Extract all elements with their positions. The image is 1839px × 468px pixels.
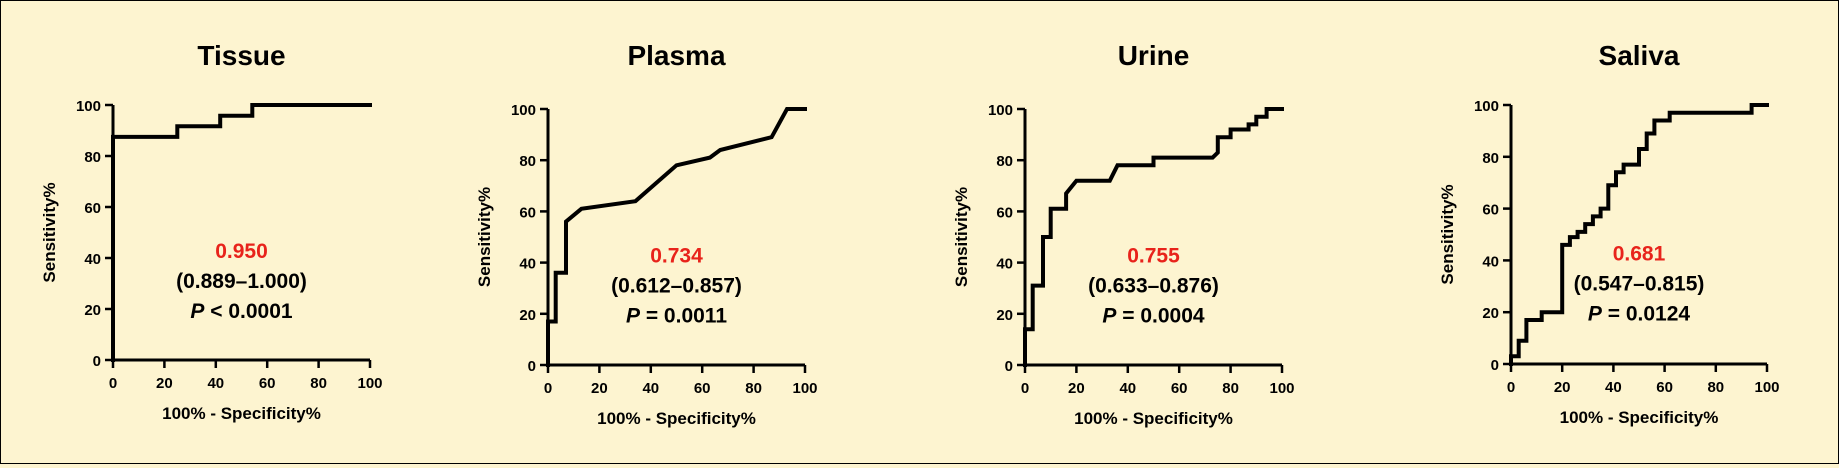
x-tick-label: 80 <box>745 380 762 397</box>
x-tick-label: 80 <box>310 375 327 392</box>
roc-panel-4: Saliva 0 20 40 60 80 100 0 20 40 60 80 100 100% - Spe… <box>1438 40 1780 427</box>
x-tick-label: 20 <box>1554 379 1571 396</box>
y-tick-label: 60 <box>1482 202 1499 219</box>
y-tick-label: 100 <box>76 98 101 115</box>
x-tick-label: 100 <box>357 375 382 392</box>
p-value-line: P = 0.0004 <box>1102 305 1204 328</box>
x-tick-label: 100 <box>1269 380 1294 397</box>
y-tick-label: 100 <box>1474 98 1499 115</box>
y-tick-label: 80 <box>1482 150 1499 167</box>
x-tick-label: 40 <box>642 380 659 397</box>
x-tick-label: 40 <box>207 375 224 392</box>
p-value-symbol: P <box>190 300 205 323</box>
y-tick-label: 40 <box>1482 253 1499 270</box>
y-tick-label: 80 <box>84 149 101 166</box>
x-tick-label: 20 <box>1068 380 1085 397</box>
y-tick-label: 80 <box>996 153 1013 170</box>
y-tick-label: 20 <box>996 307 1013 324</box>
y-tick-label: 60 <box>84 200 101 217</box>
x-axis-label: 100% - Specificity% <box>1074 409 1233 428</box>
auc-value: 0.755 <box>1127 245 1180 268</box>
confidence-interval: (0.889–1.000) <box>176 270 307 293</box>
p-value-line: P = 0.0011 <box>626 305 727 328</box>
y-tick-label: 40 <box>84 251 101 268</box>
x-tick-label: 0 <box>544 380 552 397</box>
x-axis-label: 100% - Specificity% <box>162 404 321 423</box>
x-tick-label: 80 <box>1707 379 1724 396</box>
x-tick-label: 40 <box>1119 380 1136 397</box>
x-tick-label: 20 <box>156 375 173 392</box>
roc-panel-2: Plasma 0 20 40 60 80 100 0 20 40 60 80 100 100% - Spe… <box>475 40 818 428</box>
confidence-interval: (0.547–0.815) <box>1574 272 1705 295</box>
chart-title: Saliva <box>1599 40 1680 71</box>
auc-value: 0.734 <box>650 245 703 268</box>
x-axis-label: 100% - Specificity% <box>597 409 756 428</box>
p-value-symbol: P <box>1102 305 1117 328</box>
roc-curve-line <box>546 107 807 367</box>
p-value-line: P < 0.0001 <box>190 300 292 323</box>
chart-title: Plasma <box>627 40 725 71</box>
y-axis-label: Sensitivity% <box>40 182 59 282</box>
y-tick-label: 40 <box>519 256 536 273</box>
chart-title: Tissue <box>197 40 285 71</box>
p-value: < 0.0001 <box>204 300 292 323</box>
y-tick-label: 80 <box>519 153 536 170</box>
p-value: = 0.0004 <box>1116 305 1204 328</box>
roc-panel-1: Tissue 0 20 40 60 80 100 0 20 40 60 80 100 100% - Spe… <box>40 40 383 423</box>
x-axis-label: 100% - Specificity% <box>1560 408 1719 427</box>
p-value: = 0.0011 <box>640 305 727 328</box>
y-axis-label: Sensitivity% <box>952 187 971 287</box>
p-value-symbol: P <box>1588 302 1603 325</box>
roc-curve-line <box>1023 107 1284 367</box>
y-tick-label: 20 <box>1482 305 1499 322</box>
y-axis-label: Sensitivity% <box>1438 184 1457 284</box>
confidence-interval: (0.612–0.857) <box>611 275 742 298</box>
p-value: = 0.0124 <box>1602 302 1690 325</box>
x-tick-label: 100 <box>1754 379 1779 396</box>
x-tick-label: 0 <box>109 375 117 392</box>
chart-title: Urine <box>1118 40 1190 71</box>
x-tick-label: 60 <box>1171 380 1188 397</box>
y-tick-label: 0 <box>93 353 101 370</box>
x-tick-label: 60 <box>694 380 711 397</box>
x-tick-label: 20 <box>591 380 608 397</box>
x-tick-label: 0 <box>1507 379 1515 396</box>
x-tick-label: 60 <box>1656 379 1673 396</box>
y-tick-label: 60 <box>519 204 536 221</box>
y-tick-label: 60 <box>996 204 1013 221</box>
y-axis-label: Sensitivity% <box>475 187 494 287</box>
roc-curve-line <box>1509 103 1769 366</box>
p-value-symbol: P <box>626 305 641 328</box>
y-tick-label: 100 <box>988 102 1013 119</box>
roc-curve-line <box>111 103 372 362</box>
x-tick-label: 60 <box>259 375 276 392</box>
y-tick-label: 0 <box>528 358 536 375</box>
confidence-interval: (0.633–0.876) <box>1088 275 1219 298</box>
y-tick-label: 20 <box>84 302 101 319</box>
y-tick-label: 20 <box>519 307 536 324</box>
auc-value: 0.950 <box>215 240 268 263</box>
x-tick-label: 80 <box>1222 380 1239 397</box>
y-tick-label: 0 <box>1491 357 1499 374</box>
p-value-line: P = 0.0124 <box>1588 302 1690 325</box>
y-tick-label: 100 <box>511 102 536 119</box>
x-tick-label: 0 <box>1021 380 1029 397</box>
y-tick-label: 0 <box>1005 358 1013 375</box>
auc-value: 0.681 <box>1613 242 1666 265</box>
x-tick-label: 100 <box>792 380 817 397</box>
y-tick-label: 40 <box>996 256 1013 273</box>
x-tick-label: 40 <box>1605 379 1622 396</box>
roc-panel-3: Urine 0 20 40 60 80 100 0 20 40 60 80 100 100% - Spec… <box>952 40 1295 428</box>
